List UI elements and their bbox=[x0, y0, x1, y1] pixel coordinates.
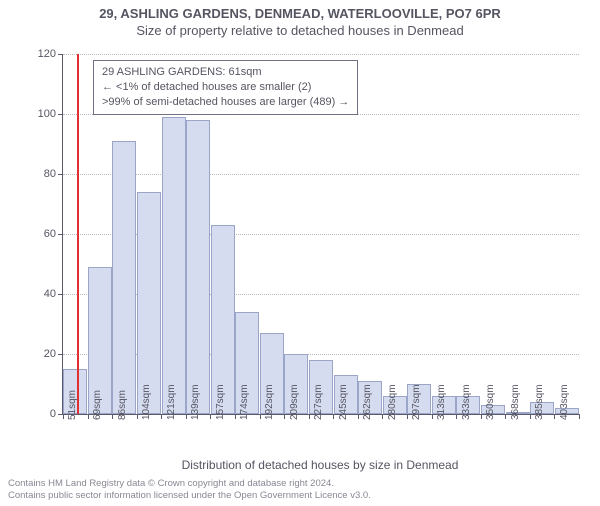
x-axis-label: Distribution of detached houses by size … bbox=[62, 458, 578, 472]
x-tick-label: 139sqm bbox=[190, 384, 201, 420]
page-subtitle: Size of property relative to detached ho… bbox=[0, 23, 600, 38]
x-tick-label: 297sqm bbox=[411, 384, 422, 420]
marker-line bbox=[77, 54, 79, 414]
x-tick-label: 86sqm bbox=[117, 390, 128, 420]
histogram-bar bbox=[137, 192, 161, 414]
histogram-bar bbox=[112, 141, 136, 414]
x-tick-label: 104sqm bbox=[141, 384, 152, 420]
x-tick-label: 368sqm bbox=[510, 384, 521, 420]
y-tick-label: 0 bbox=[50, 408, 56, 420]
y-tick-label: 80 bbox=[44, 168, 56, 180]
x-tick-label: 262sqm bbox=[362, 384, 373, 420]
x-tick-label: 192sqm bbox=[264, 384, 275, 420]
histogram-bar bbox=[162, 117, 186, 414]
x-tick-label: 157sqm bbox=[215, 384, 226, 420]
y-tick-label: 100 bbox=[38, 108, 56, 120]
x-tick-label: 245sqm bbox=[338, 384, 349, 420]
x-tick-label: 121sqm bbox=[166, 384, 177, 420]
annotation-line-3: >99% of semi-detached houses are larger … bbox=[102, 95, 349, 110]
footer-line-2: Contains public sector information licen… bbox=[8, 490, 371, 502]
x-tick-label: 385sqm bbox=[534, 384, 545, 420]
x-tick-label: 280sqm bbox=[387, 384, 398, 420]
x-tick-label: 227sqm bbox=[313, 384, 324, 420]
y-tick-label: 120 bbox=[38, 48, 56, 60]
annotation-line-2: ← <1% of detached houses are smaller (2) bbox=[102, 80, 349, 95]
footer-attribution: Contains HM Land Registry data © Crown c… bbox=[8, 478, 371, 502]
x-tick-label: 51sqm bbox=[67, 390, 78, 420]
x-tick-label: 69sqm bbox=[92, 390, 103, 420]
x-tick-label: 313sqm bbox=[436, 384, 447, 420]
x-tick-label: 350sqm bbox=[485, 384, 496, 420]
histogram-bar bbox=[186, 120, 210, 414]
histogram-chart: 29 ASHLING GARDENS: 61sqm ← <1% of detac… bbox=[62, 54, 579, 415]
x-tick-label: 209sqm bbox=[289, 384, 300, 420]
x-tick-label: 174sqm bbox=[239, 384, 250, 420]
annotation-box: 29 ASHLING GARDENS: 61sqm ← <1% of detac… bbox=[93, 60, 358, 115]
y-tick-label: 60 bbox=[44, 228, 56, 240]
y-tick-label: 40 bbox=[44, 288, 56, 300]
footer-line-1: Contains HM Land Registry data © Crown c… bbox=[8, 478, 371, 490]
annotation-line-1: 29 ASHLING GARDENS: 61sqm bbox=[102, 65, 349, 80]
x-tick bbox=[579, 414, 585, 419]
page-title: 29, ASHLING GARDENS, DENMEAD, WATERLOOVI… bbox=[0, 6, 600, 21]
y-tick-label: 20 bbox=[44, 348, 56, 360]
x-tick-label: 403sqm bbox=[559, 384, 570, 420]
x-tick-label: 333sqm bbox=[461, 384, 472, 420]
